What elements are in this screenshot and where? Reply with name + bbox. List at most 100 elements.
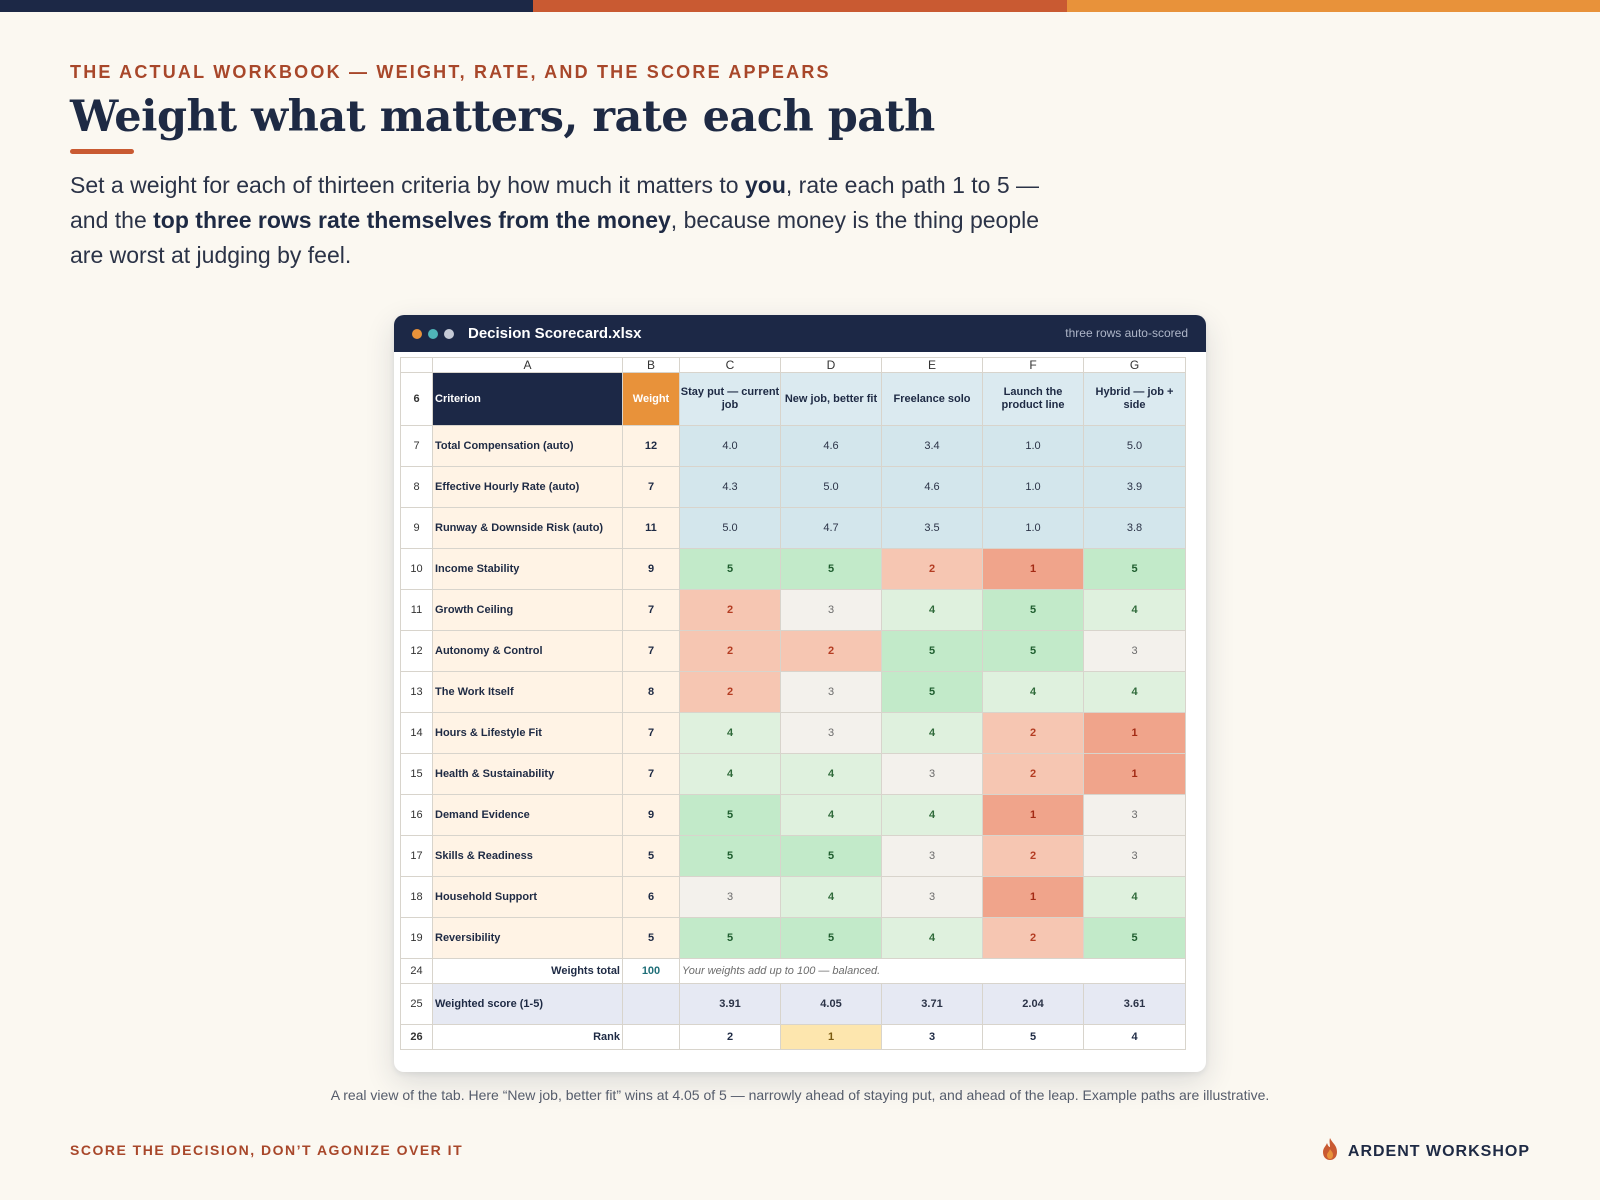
auto-score-cell[interactable]: 3.9 [1083, 466, 1186, 508]
rank-value[interactable]: 5 [982, 1024, 1084, 1050]
rating-cell[interactable]: 1 [1083, 753, 1186, 795]
rank-value[interactable]: 3 [881, 1024, 983, 1050]
rating-cell[interactable]: 4 [881, 712, 983, 754]
rating-cell[interactable]: 5 [982, 630, 1084, 672]
weighted-score-value[interactable]: 3.61 [1083, 983, 1186, 1025]
window-dot-minimize[interactable] [428, 328, 438, 339]
column-header-d[interactable]: D [780, 357, 882, 373]
weight-header-cell[interactable]: Weight [622, 372, 680, 426]
weighted-score-value[interactable]: 2.04 [982, 983, 1084, 1025]
path-header-cell[interactable]: Freelance solo [881, 372, 983, 426]
rating-cell[interactable]: 4 [982, 671, 1084, 713]
column-header-f[interactable]: F [982, 357, 1084, 373]
rating-cell[interactable]: 5 [780, 835, 882, 877]
criterion-name-cell[interactable]: Effective Hourly Rate (auto) [432, 466, 623, 508]
auto-score-cell[interactable]: 1.0 [982, 466, 1084, 508]
row-number[interactable]: 9 [400, 507, 433, 549]
auto-score-cell[interactable]: 3.8 [1083, 507, 1186, 549]
weight-cell[interactable]: 9 [622, 794, 680, 836]
weighted-score-label[interactable]: Weighted score (1-5) [432, 983, 623, 1025]
weight-cell[interactable]: 7 [622, 589, 680, 631]
path-header-cell[interactable]: Hybrid — job + side [1083, 372, 1186, 426]
weight-cell[interactable]: 5 [622, 835, 680, 877]
row-number[interactable]: 11 [400, 589, 433, 631]
rating-cell[interactable]: 2 [982, 835, 1084, 877]
row-number[interactable]: 8 [400, 466, 433, 508]
rating-cell[interactable]: 1 [982, 876, 1084, 918]
criterion-name-cell[interactable]: Income Stability [432, 548, 623, 590]
rating-cell[interactable]: 5 [679, 548, 781, 590]
weight-cell[interactable]: 11 [622, 507, 680, 549]
auto-score-cell[interactable]: 1.0 [982, 425, 1084, 467]
weight-cell[interactable]: 8 [622, 671, 680, 713]
rank-weight-cell[interactable] [622, 1024, 680, 1050]
window-dot-maximize[interactable] [444, 328, 454, 339]
row-number[interactable]: 18 [400, 876, 433, 918]
rank-label[interactable]: Rank [432, 1024, 623, 1050]
rating-cell[interactable]: 1 [1083, 712, 1186, 754]
auto-score-cell[interactable]: 3.4 [881, 425, 983, 467]
weighted-score-value[interactable]: 3.71 [881, 983, 983, 1025]
rating-cell[interactable]: 4 [1083, 589, 1186, 631]
rating-cell[interactable]: 4 [1083, 671, 1186, 713]
row-number[interactable]: 19 [400, 917, 433, 959]
auto-score-cell[interactable]: 4.3 [679, 466, 781, 508]
criterion-name-cell[interactable]: Runway & Downside Risk (auto) [432, 507, 623, 549]
rating-cell[interactable]: 2 [679, 671, 781, 713]
corner-cell[interactable] [400, 357, 433, 373]
weights-total-note[interactable]: Your weights add up to 100 — balanced. [679, 958, 1186, 984]
rating-cell[interactable]: 5 [780, 548, 882, 590]
rating-cell[interactable]: 4 [780, 876, 882, 918]
rating-cell[interactable]: 3 [1083, 630, 1186, 672]
column-header-g[interactable]: G [1083, 357, 1186, 373]
rating-cell[interactable]: 2 [679, 589, 781, 631]
row-number[interactable]: 25 [400, 983, 433, 1025]
criterion-name-cell[interactable]: Health & Sustainability [432, 753, 623, 795]
rating-cell[interactable]: 2 [679, 630, 781, 672]
column-header-b[interactable]: B [622, 357, 680, 373]
auto-score-cell[interactable]: 3.5 [881, 507, 983, 549]
weighted-score-value[interactable]: 4.05 [780, 983, 882, 1025]
criterion-name-cell[interactable]: Hours & Lifestyle Fit [432, 712, 623, 754]
rating-cell[interactable]: 1 [982, 794, 1084, 836]
path-header-cell[interactable]: New job, better fit [780, 372, 882, 426]
criterion-name-cell[interactable]: Skills & Readiness [432, 835, 623, 877]
weight-cell[interactable]: 7 [622, 712, 680, 754]
weighted-score-weight-cell[interactable] [622, 983, 680, 1025]
rating-cell[interactable]: 4 [679, 712, 781, 754]
weight-cell[interactable]: 9 [622, 548, 680, 590]
rating-cell[interactable]: 2 [780, 630, 882, 672]
rank-value[interactable]: 2 [679, 1024, 781, 1050]
weights-total-label[interactable]: Weights total [432, 958, 623, 984]
window-dot-close[interactable] [412, 328, 422, 339]
weight-cell[interactable]: 6 [622, 876, 680, 918]
column-header-e[interactable]: E [881, 357, 983, 373]
rating-cell[interactable]: 3 [780, 712, 882, 754]
weight-cell[interactable]: 7 [622, 630, 680, 672]
rating-cell[interactable]: 2 [982, 753, 1084, 795]
rating-cell[interactable]: 5 [780, 917, 882, 959]
rating-cell[interactable]: 5 [881, 630, 983, 672]
rating-cell[interactable]: 2 [982, 712, 1084, 754]
rating-cell[interactable]: 4 [1083, 876, 1186, 918]
rank-value[interactable]: 4 [1083, 1024, 1186, 1050]
row-number[interactable]: 7 [400, 425, 433, 467]
auto-score-cell[interactable]: 4.7 [780, 507, 882, 549]
auto-score-cell[interactable]: 1.0 [982, 507, 1084, 549]
column-header-a[interactable]: A [432, 357, 623, 373]
row-number[interactable]: 17 [400, 835, 433, 877]
criterion-name-cell[interactable]: Total Compensation (auto) [432, 425, 623, 467]
auto-score-cell[interactable]: 4.0 [679, 425, 781, 467]
criterion-name-cell[interactable]: Growth Ceiling [432, 589, 623, 631]
column-header-c[interactable]: C [679, 357, 781, 373]
rating-cell[interactable]: 2 [881, 548, 983, 590]
rating-cell[interactable]: 3 [780, 671, 882, 713]
row-number[interactable]: 24 [400, 958, 433, 984]
rank-value[interactable]: 1 [780, 1024, 882, 1050]
row-number[interactable]: 6 [400, 372, 433, 426]
auto-score-cell[interactable]: 4.6 [881, 466, 983, 508]
rating-cell[interactable]: 1 [982, 548, 1084, 590]
row-number[interactable]: 15 [400, 753, 433, 795]
weight-cell[interactable]: 7 [622, 466, 680, 508]
rating-cell[interactable]: 3 [881, 753, 983, 795]
